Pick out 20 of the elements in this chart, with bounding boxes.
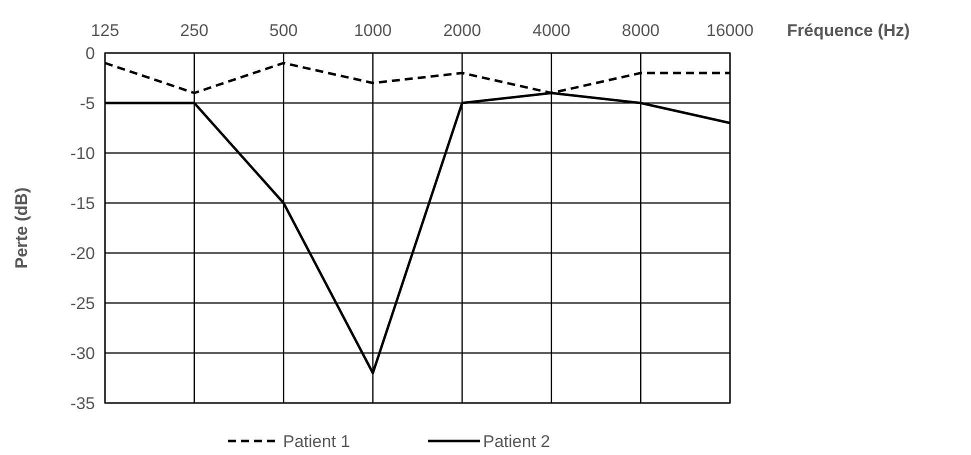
x-tick-label: 16000: [706, 21, 754, 40]
y-tick-label: -35: [70, 394, 95, 413]
y-tick-label: -25: [70, 294, 95, 313]
x-tick-label: 2000: [443, 21, 482, 40]
y-tick-label: -10: [70, 144, 95, 163]
x-tick-label: 4000: [532, 21, 570, 40]
y-axis-title: Perte (dB): [12, 187, 31, 269]
legend-label: Patient 2: [483, 432, 550, 451]
x-tick-label: 8000: [622, 21, 660, 40]
y-tick-label: -5: [80, 94, 95, 113]
x-tick-label: 1000: [354, 21, 392, 40]
y-tick-label: 0: [86, 44, 95, 63]
x-axis-title: Fréquence (Hz): [787, 21, 910, 40]
x-tick-label: 125: [90, 21, 120, 40]
y-tick-label: -15: [70, 194, 95, 213]
x-tick-label: 500: [269, 21, 298, 40]
y-tick-label: -20: [70, 244, 95, 263]
legend-label: Patient 1: [283, 432, 350, 451]
x-tick-label: 250: [180, 21, 208, 40]
y-tick-label: -30: [70, 344, 95, 363]
